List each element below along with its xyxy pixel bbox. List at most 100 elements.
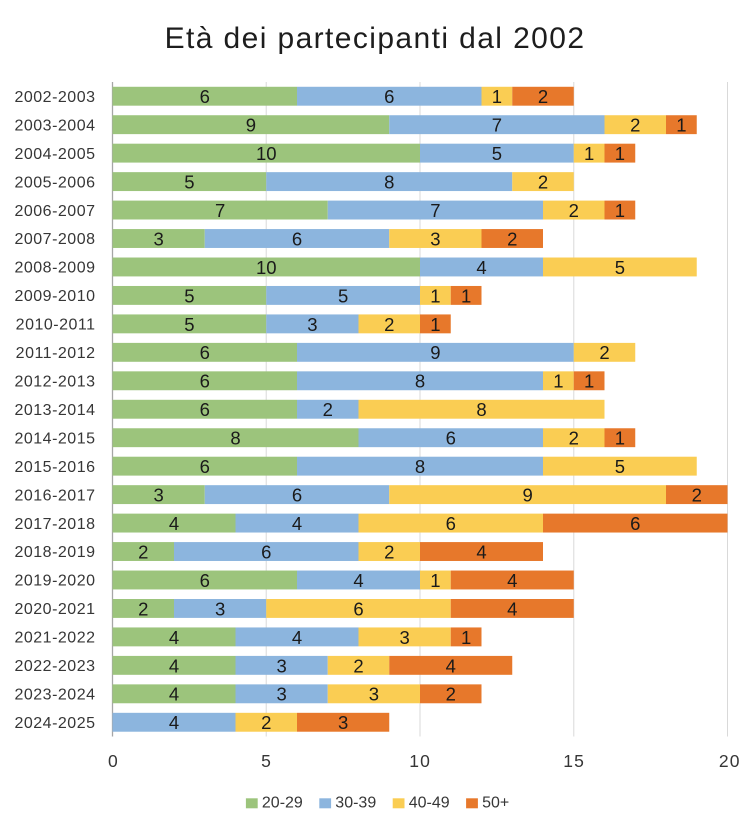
svg-text:1: 1	[430, 285, 440, 306]
svg-text:6: 6	[200, 570, 210, 591]
svg-text:2019-2020: 2019-2020	[14, 573, 95, 590]
svg-text:5: 5	[338, 285, 348, 306]
svg-text:9: 9	[246, 115, 256, 136]
svg-text:15: 15	[563, 751, 585, 771]
svg-text:2: 2	[138, 598, 148, 619]
svg-text:4: 4	[169, 712, 179, 733]
svg-text:2: 2	[446, 684, 456, 705]
svg-text:2: 2	[569, 200, 579, 221]
svg-text:20-29: 20-29	[262, 795, 303, 812]
svg-text:5: 5	[615, 257, 625, 278]
svg-text:3: 3	[430, 228, 440, 249]
svg-text:1: 1	[461, 627, 471, 648]
svg-text:7: 7	[492, 115, 502, 136]
svg-text:2: 2	[353, 655, 363, 676]
svg-text:Età dei partecipanti dal 2002: Età dei partecipanti dal 2002	[165, 22, 586, 55]
svg-text:2: 2	[630, 115, 640, 136]
svg-text:2005-2006: 2005-2006	[14, 174, 95, 191]
svg-text:2: 2	[692, 485, 702, 506]
svg-text:1: 1	[584, 371, 594, 392]
svg-text:2024-2025: 2024-2025	[14, 715, 95, 732]
svg-text:3: 3	[276, 684, 286, 705]
svg-text:3: 3	[369, 684, 379, 705]
svg-text:4: 4	[169, 684, 179, 705]
svg-text:1: 1	[615, 200, 625, 221]
svg-text:6: 6	[200, 342, 210, 363]
svg-text:30-39: 30-39	[335, 795, 376, 812]
svg-text:2015-2016: 2015-2016	[14, 459, 95, 476]
svg-text:2023-2024: 2023-2024	[14, 687, 95, 704]
svg-text:1: 1	[430, 314, 440, 335]
svg-text:8: 8	[415, 371, 425, 392]
svg-text:2: 2	[569, 428, 579, 449]
svg-text:2014-2015: 2014-2015	[14, 430, 95, 447]
svg-text:3: 3	[215, 598, 225, 619]
svg-text:2: 2	[261, 712, 271, 733]
svg-text:1: 1	[584, 143, 594, 164]
svg-text:2: 2	[538, 86, 548, 107]
svg-text:1: 1	[615, 143, 625, 164]
svg-text:1: 1	[615, 428, 625, 449]
svg-text:4: 4	[353, 570, 363, 591]
svg-text:2: 2	[384, 541, 394, 562]
svg-text:4: 4	[507, 570, 517, 591]
svg-text:2: 2	[384, 314, 394, 335]
svg-text:9: 9	[522, 485, 532, 506]
svg-text:2013-2014: 2013-2014	[14, 402, 95, 419]
svg-text:4: 4	[292, 513, 302, 534]
svg-text:2: 2	[138, 541, 148, 562]
svg-text:8: 8	[476, 399, 486, 420]
svg-text:2016-2017: 2016-2017	[14, 487, 95, 504]
svg-text:8: 8	[415, 456, 425, 477]
svg-text:4: 4	[476, 257, 486, 278]
svg-text:6: 6	[353, 598, 363, 619]
svg-text:1: 1	[676, 115, 686, 136]
svg-text:3: 3	[399, 627, 409, 648]
svg-text:2018-2019: 2018-2019	[14, 544, 95, 561]
svg-text:4: 4	[476, 541, 486, 562]
svg-text:6: 6	[292, 228, 302, 249]
svg-text:5: 5	[184, 314, 194, 335]
svg-text:2022-2023: 2022-2023	[14, 658, 95, 675]
svg-text:20: 20	[719, 751, 741, 771]
svg-text:2002-2003: 2002-2003	[14, 89, 95, 106]
svg-text:9: 9	[430, 342, 440, 363]
svg-text:6: 6	[384, 86, 394, 107]
svg-text:2: 2	[538, 172, 548, 193]
svg-text:3: 3	[307, 314, 317, 335]
svg-text:2009-2010: 2009-2010	[14, 288, 95, 305]
svg-text:6: 6	[261, 541, 271, 562]
svg-text:1: 1	[430, 570, 440, 591]
svg-text:6: 6	[446, 428, 456, 449]
svg-text:10: 10	[409, 751, 431, 771]
svg-text:2017-2018: 2017-2018	[14, 516, 95, 533]
svg-text:3: 3	[153, 228, 163, 249]
svg-text:2021-2022: 2021-2022	[14, 630, 95, 647]
svg-text:2020-2021: 2020-2021	[14, 601, 95, 618]
svg-text:7: 7	[215, 200, 225, 221]
svg-text:2007-2008: 2007-2008	[14, 231, 95, 248]
svg-text:4: 4	[169, 627, 179, 648]
svg-text:6: 6	[200, 371, 210, 392]
svg-text:2008-2009: 2008-2009	[14, 260, 95, 277]
svg-text:2011-2012: 2011-2012	[16, 345, 96, 362]
svg-text:4: 4	[446, 655, 456, 676]
svg-text:6: 6	[292, 485, 302, 506]
svg-text:2012-2013: 2012-2013	[14, 373, 95, 390]
svg-text:2: 2	[323, 399, 333, 420]
svg-text:1: 1	[492, 86, 502, 107]
svg-text:5: 5	[615, 456, 625, 477]
svg-text:3: 3	[276, 655, 286, 676]
svg-text:8: 8	[230, 428, 240, 449]
svg-text:6: 6	[200, 399, 210, 420]
svg-text:6: 6	[446, 513, 456, 534]
svg-text:5: 5	[184, 172, 194, 193]
svg-text:2003-2004: 2003-2004	[14, 117, 95, 134]
svg-text:2006-2007: 2006-2007	[14, 203, 95, 220]
svg-text:2: 2	[599, 342, 609, 363]
svg-text:4: 4	[507, 598, 517, 619]
svg-text:1: 1	[461, 285, 471, 306]
svg-text:6: 6	[200, 456, 210, 477]
svg-text:6: 6	[630, 513, 640, 534]
svg-text:7: 7	[430, 200, 440, 221]
